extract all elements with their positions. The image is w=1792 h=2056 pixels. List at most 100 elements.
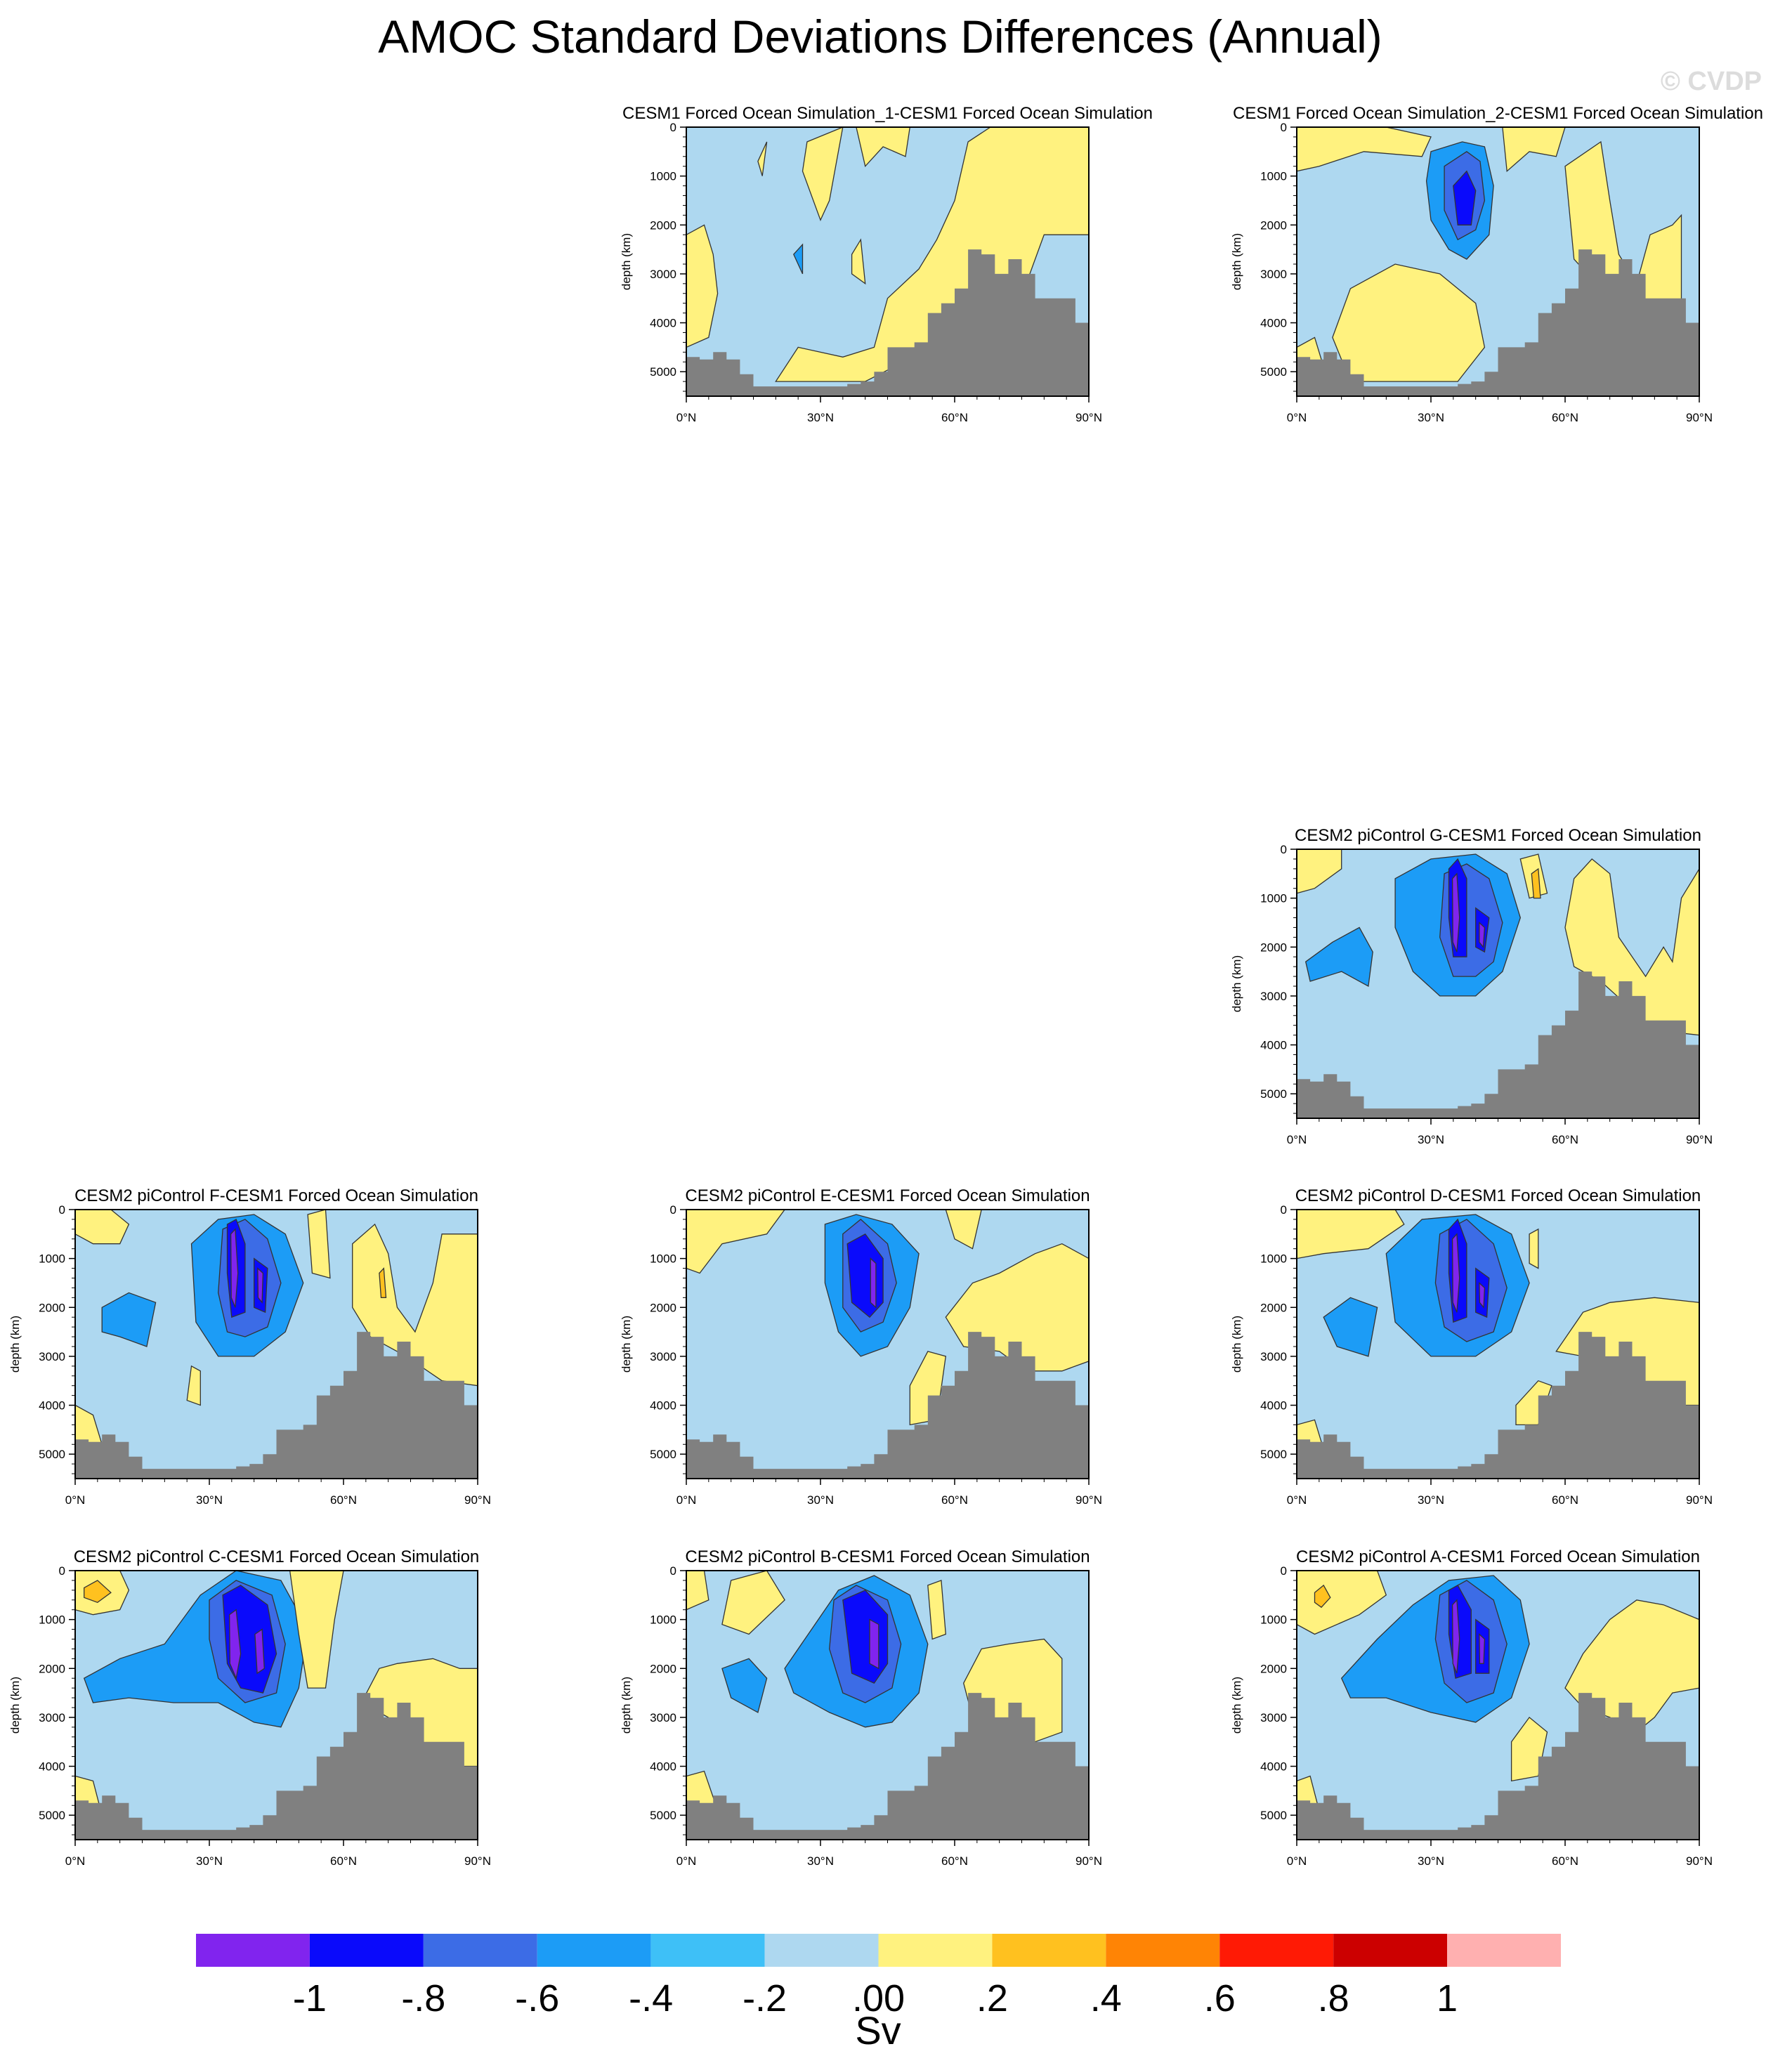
contour-region — [1479, 922, 1486, 948]
y-tick-label: 1000 — [1260, 1252, 1287, 1266]
bathymetry-mask — [686, 1693, 1089, 1840]
y-tick-label: 4000 — [39, 1760, 65, 1774]
y-axis-label: depth (km) — [620, 1677, 633, 1734]
colorbar-swatch — [1447, 1934, 1561, 1967]
x-tick-label: 90°N — [1075, 1493, 1102, 1507]
contour-region — [1479, 1282, 1486, 1309]
contour-region — [84, 1580, 112, 1604]
panel: CESM1 Forced Ocean Simulation_1-CESM1 Fo… — [620, 104, 1153, 424]
contour-region — [379, 1267, 387, 1298]
contour-region — [851, 238, 866, 285]
y-tick-label: 1000 — [650, 1252, 676, 1266]
bathymetry-mask — [75, 1332, 478, 1479]
contour-region — [927, 1579, 946, 1640]
contour-layer — [1297, 849, 1699, 1036]
y-tick-label: 1000 — [39, 1613, 65, 1627]
y-tick-label: 3000 — [650, 268, 676, 281]
x-tick-label: 60°N — [941, 1854, 968, 1868]
y-axis-label: depth (km) — [620, 233, 633, 290]
contour-region — [254, 1628, 265, 1675]
colorbar-swatch — [196, 1934, 310, 1967]
colorbar-swatch — [992, 1934, 1106, 1967]
colorbar-swatch — [423, 1934, 537, 1967]
contour-region — [1451, 872, 1460, 952]
y-tick-label: 0 — [1281, 1564, 1287, 1578]
x-tick-label: 30°N — [196, 1493, 223, 1507]
x-tick-label: 30°N — [1418, 1854, 1444, 1868]
panel: CESM1 Forced Ocean Simulation_2-CESM1 Fo… — [1230, 104, 1763, 424]
colorbar-swatch — [1106, 1934, 1220, 1967]
contour-layer — [75, 1571, 478, 1816]
contour-layer — [686, 127, 1089, 382]
x-tick-label: 60°N — [1552, 411, 1578, 424]
colorbar-label: .2 — [976, 1977, 1008, 2019]
y-tick-label: 3000 — [650, 1711, 676, 1724]
colorbar-label: -.2 — [743, 1977, 787, 2019]
contour-region — [1332, 263, 1486, 382]
colorbar-swatch — [537, 1934, 651, 1967]
contour-region — [1502, 127, 1566, 173]
contour-region — [757, 141, 768, 176]
y-tick-label: 5000 — [1260, 1809, 1287, 1822]
panel-grid: CESM1 Forced Ocean Simulation_1-CESM1 Fo… — [8, 104, 1763, 1868]
x-tick-label: 90°N — [1075, 1854, 1102, 1868]
y-tick-label: 2000 — [1260, 1301, 1287, 1314]
panel: CESM2 piControl A-CESM1 Forced Ocean Sim… — [1230, 1547, 1713, 1868]
y-tick-label: 2000 — [39, 1662, 65, 1675]
x-tick-label: 0°N — [65, 1493, 86, 1507]
y-tick-label: 2000 — [650, 1662, 676, 1675]
contour-region — [1297, 1571, 1387, 1635]
y-tick-label: 4000 — [39, 1399, 65, 1413]
y-tick-label: 2000 — [1260, 941, 1287, 954]
bathymetry-mask — [1297, 1693, 1699, 1840]
panel-title: CESM2 piControl C-CESM1 Forced Ocean Sim… — [74, 1547, 480, 1566]
colorbar-swatch — [1333, 1934, 1448, 1967]
y-tick-label: 2000 — [650, 1301, 676, 1314]
x-tick-label: 90°N — [464, 1854, 491, 1868]
contour-region — [686, 224, 719, 348]
contour-region — [1314, 1584, 1331, 1609]
y-axis-label: depth (km) — [620, 1316, 633, 1373]
y-tick-label: 1000 — [650, 170, 676, 183]
colorbar-swatch — [1219, 1934, 1334, 1967]
panel-title: CESM1 Forced Ocean Simulation_2-CESM1 Fo… — [1233, 104, 1763, 123]
colorbar-swatch — [764, 1934, 879, 1967]
colorbar-unit-label: Sv — [855, 2008, 901, 2052]
y-tick-label: 4000 — [650, 1399, 676, 1413]
colorbar: -1 -.8 -.6 -.4 -.2 .00 .2 .4 .6 .8 1 — [196, 1934, 1561, 2019]
x-tick-label: 60°N — [330, 1854, 357, 1868]
x-tick-label: 0°N — [1287, 1493, 1307, 1507]
colorbar-label: -1 — [293, 1977, 327, 2019]
panel-title: CESM2 piControl D-CESM1 Forced Ocean Sim… — [1295, 1186, 1701, 1205]
contour-region — [228, 1609, 242, 1680]
y-tick-label: 1000 — [1260, 892, 1287, 905]
y-tick-label: 5000 — [39, 1448, 65, 1461]
y-tick-label: 0 — [1281, 1203, 1287, 1217]
x-tick-label: 60°N — [941, 1493, 968, 1507]
y-tick-label: 0 — [670, 1203, 676, 1217]
x-tick-label: 30°N — [1418, 411, 1444, 424]
x-tick-label: 90°N — [1686, 411, 1713, 424]
x-tick-label: 30°N — [196, 1854, 223, 1868]
contour-region — [945, 1210, 982, 1250]
contour-region — [869, 1618, 879, 1670]
contour-region — [793, 243, 804, 275]
cvdp-watermark: © CVDP — [1661, 67, 1762, 96]
bathymetry-mask — [686, 1332, 1089, 1479]
contour-region — [1297, 849, 1342, 894]
y-tick-label: 4000 — [650, 1760, 676, 1774]
contour-region — [307, 1210, 331, 1279]
x-tick-label: 0°N — [676, 411, 697, 424]
x-tick-label: 0°N — [1287, 1133, 1307, 1146]
colorbar-label: -.8 — [401, 1977, 445, 2019]
contour-region — [1529, 1228, 1539, 1269]
y-tick-label: 5000 — [1260, 1448, 1287, 1461]
panel: CESM2 piControl E-CESM1 Forced Ocean Sim… — [620, 1186, 1102, 1507]
contour-layer — [686, 1210, 1089, 1426]
y-tick-label: 3000 — [650, 1350, 676, 1363]
y-tick-label: 1000 — [1260, 1613, 1287, 1627]
y-tick-label: 5000 — [650, 365, 676, 379]
colorbar-swatch — [309, 1934, 424, 1967]
bathymetry-mask — [75, 1693, 478, 1840]
y-axis-label: depth (km) — [1230, 1677, 1243, 1734]
